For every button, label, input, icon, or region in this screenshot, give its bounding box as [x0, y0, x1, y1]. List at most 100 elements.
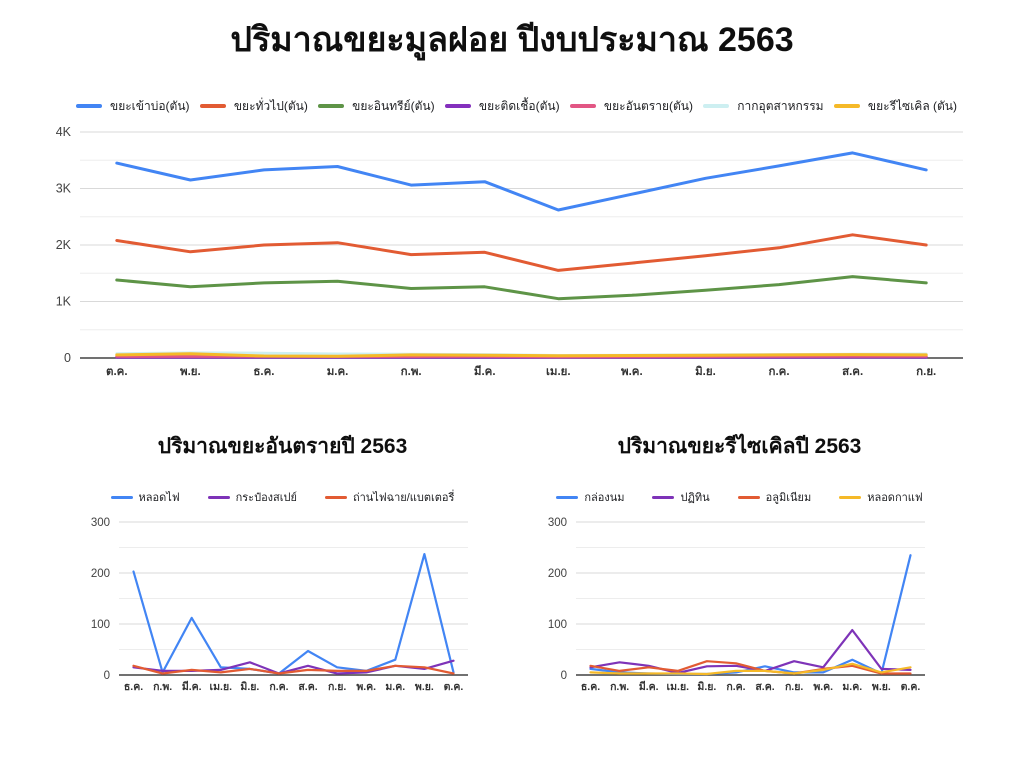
y-tick-label: 1K	[56, 295, 72, 309]
legend-label: กล่องนม	[584, 492, 625, 504]
legend-item[interactable]: ขยะติดเชื้อ(ตัน)	[444, 97, 560, 116]
x-tick-label: ก.พ.	[610, 681, 629, 693]
series-line	[132, 552, 455, 675]
x-tick-label: มี.ค.	[639, 680, 659, 693]
legend-label: หลอดกาแฟ	[867, 492, 923, 504]
chart-plot: 0 1K 2K 3K 4K ต.ค. พ.ย. ธ.ค. ม.ค. ก.พ. มี.ค. เม.ย. พ…	[40, 124, 985, 386]
x-tick-label: ธ.ค.	[124, 681, 143, 693]
x-tick-label: เม.ย.	[210, 681, 233, 693]
legend-swatch-line-icon	[324, 495, 347, 499]
y-tick-label: 300	[548, 517, 567, 529]
legend-item[interactable]: ขยะเข้าบ่อ(ตัน)	[76, 97, 190, 116]
x-tick-label: ก.พ.	[153, 681, 172, 693]
legend-swatch-line-icon	[569, 104, 596, 108]
x-tick-label: พ.ค.	[356, 681, 376, 693]
y-tick-label: 0	[64, 351, 71, 365]
series-line	[132, 664, 455, 675]
legend-swatch-line-icon	[207, 495, 230, 499]
x-tick-label: มี.ค.	[182, 680, 202, 693]
legend-label: กระป๋องสเปย์	[235, 492, 297, 504]
chart-plot: 0 100 200 300 ธ.ค. ก.พ. มี.ค. เม.ย. มิ.ย. ก.ค. ส.ค…	[85, 514, 480, 699]
chart-title: ปริมาณขยะอันตรายปี 2563	[157, 435, 408, 458]
legend-label: อลูมิเนียม	[765, 492, 812, 504]
legend-item[interactable]: ขยะรีไซเคิล (ตัน)	[833, 97, 957, 116]
legend-label: ขยะทั่วไป(ตัน)	[233, 98, 308, 113]
legend-label: ขยะอันตราย(ตัน)	[603, 98, 693, 113]
recycle-waste-chart: ปริมาณขยะรีไซเคิลปี 2563 กล่องนม ปฏิทิน อล…	[542, 432, 937, 699]
x-tick-label: มี.ค.	[474, 365, 496, 378]
y-tick-label: 0	[104, 670, 110, 682]
legend-swatch-line-icon	[76, 104, 102, 108]
series-line	[589, 660, 912, 675]
legend-item[interactable]: กล่องนม	[556, 488, 624, 506]
x-tick-label: ม.ค.	[842, 681, 862, 693]
x-tick-label: พ.ย.	[872, 681, 891, 693]
x-tick-label: ก.ย.	[328, 681, 346, 693]
series-line	[115, 151, 928, 212]
x-tick-label: ม.ค.	[327, 366, 349, 378]
chart-legend: หลอดไฟ กระป๋องสเปย์ ถ่านไฟฉาย/แบตเตอรี่	[85, 488, 480, 506]
x-tick-label: เม.ย.	[546, 366, 571, 378]
x-tick-label: มิ.ย.	[240, 681, 259, 693]
legend-swatch-line-icon	[737, 495, 760, 499]
chart-legend: กล่องนม ปฏิทิน อลูมิเนียม หลอดกาแฟ	[542, 488, 937, 506]
legend-label: ถ่านไฟฉาย/แบตเตอรี่	[352, 492, 455, 504]
series-line	[589, 628, 912, 675]
legend-item[interactable]: ปฏิทิน	[652, 488, 710, 506]
x-tick-label: พ.ค.	[621, 366, 643, 378]
y-tick-label: 300	[91, 517, 110, 529]
x-tick-label: ม.ค.	[385, 681, 405, 693]
x-tick-label: ธ.ค.	[581, 681, 600, 693]
series-line	[115, 352, 928, 358]
legend-swatch-line-icon	[556, 495, 579, 499]
legend-label: ขยะอินทรีย์(ตัน)	[352, 98, 435, 113]
y-tick-label: 200	[548, 568, 567, 580]
series-line	[115, 275, 928, 301]
x-tick-label: มิ.ย.	[695, 365, 716, 378]
legend-label: ขยะติดเชื้อ(ตัน)	[478, 98, 560, 113]
legend-label: ขยะรีไซเคิล (ตัน)	[867, 98, 957, 113]
legend-swatch-line-icon	[444, 104, 471, 108]
legend-swatch-line-icon	[833, 104, 860, 108]
legend-item[interactable]: หลอดกาแฟ	[839, 488, 923, 506]
legend-item[interactable]: ขยะอินทรีย์(ตัน)	[318, 97, 435, 116]
x-tick-label: ก.ค.	[269, 681, 288, 693]
x-tick-label: ต.ค.	[106, 366, 128, 378]
legend-item[interactable]: อลูมิเนียม	[737, 488, 812, 506]
series-line	[115, 233, 928, 272]
legend-swatch-line-icon	[318, 104, 345, 108]
legend-item[interactable]: ขยะทั่วไป(ตัน)	[199, 97, 308, 116]
line-chart-svg: 0 100 200 300 ธ.ค. ก.พ. มี.ค. เม.ย. มิ.ย. ก.ค. ส.ค…	[91, 517, 468, 693]
legend-item[interactable]: หลอดไฟ	[110, 488, 180, 506]
x-tick-label: ธ.ค.	[253, 366, 274, 378]
x-tick-label: ก.ค.	[769, 366, 790, 378]
legend-item[interactable]: กระป๋องสเปย์	[207, 488, 297, 506]
y-tick-label: 100	[548, 619, 567, 631]
y-tick-label: 4K	[56, 125, 72, 139]
y-tick-label: 200	[91, 568, 110, 580]
y-tick-label: 0	[561, 670, 567, 682]
x-tick-label: ต.ค.	[901, 681, 921, 693]
x-tick-label: ส.ค.	[298, 681, 317, 693]
legend-item[interactable]: ถ่านไฟฉาย/แบตเตอรี่	[324, 488, 455, 506]
legend-swatch-line-icon	[199, 104, 226, 108]
y-tick-label: 100	[91, 619, 110, 631]
legend-swatch-line-icon	[110, 495, 133, 499]
legend-label: ขยะเข้าบ่อ(ตัน)	[110, 98, 190, 113]
legend-item[interactable]: ขยะอันตราย(ตัน)	[569, 97, 693, 116]
y-tick-label: 2K	[56, 238, 72, 252]
legend-swatch-line-icon	[652, 495, 675, 499]
x-tick-label: พ.ค.	[813, 681, 833, 693]
x-tick-label: มิ.ย.	[697, 681, 716, 693]
x-tick-label: พ.ย.	[180, 366, 201, 378]
legend-label: ปฏิทิน	[680, 492, 710, 504]
x-tick-label: พ.ย.	[415, 681, 434, 693]
series-line	[589, 662, 912, 676]
hazardous-waste-chart: ปริมาณขยะอันตรายปี 2563 หลอดไฟ กระป๋องสเป…	[85, 432, 480, 699]
x-tick-label: ส.ค.	[842, 366, 863, 378]
y-tick-label: 3K	[56, 182, 72, 196]
legend-swatch-line-icon	[703, 104, 730, 108]
line-chart-svg: 0 100 200 300 ธ.ค. ก.พ. มี.ค. เม.ย. มิ.ย. ก.ค. ส.ค…	[548, 517, 925, 693]
legend-item[interactable]: กากอุตสาหกรรม	[703, 97, 824, 116]
